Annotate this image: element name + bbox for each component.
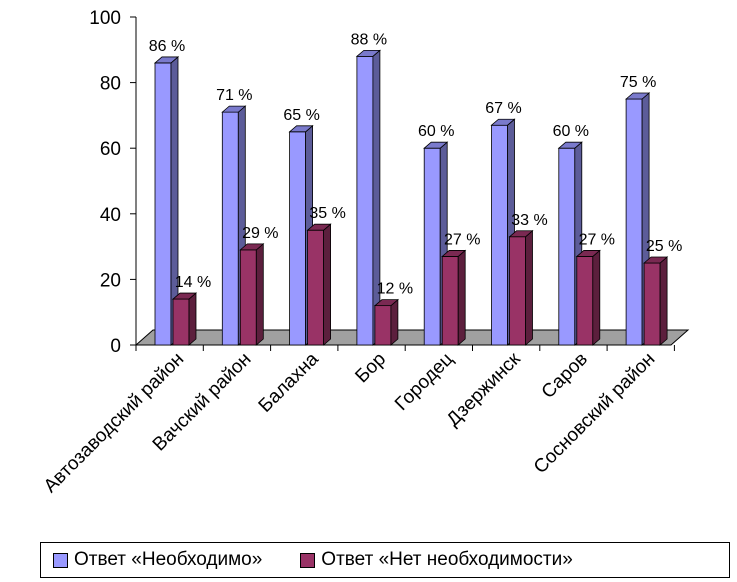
legend-swatch-not-necessary [300, 552, 316, 568]
y-tick-label: 0 [110, 336, 121, 357]
bar-top [355, 49, 381, 57]
data-label: 14 % [175, 274, 211, 291]
bar-side [188, 292, 197, 346]
data-label: 67 % [485, 100, 521, 117]
x-category-label: Городец [391, 349, 457, 415]
bar-front [576, 256, 594, 346]
bar-not-necessary [306, 223, 332, 346]
bar-top [490, 118, 516, 126]
y-tick-label: 20 [100, 270, 121, 291]
bar-front [558, 147, 576, 346]
bar-top [575, 250, 601, 257]
bar-front [307, 229, 325, 346]
legend-label-not-necessary: Ответ «Нет необходимости» [321, 549, 573, 570]
x-category-label: Дзержинск [443, 348, 525, 430]
chart-floor [134, 329, 690, 346]
bar-necessary [153, 56, 180, 346]
y-tick-label: 40 [100, 205, 121, 226]
bar-front [172, 298, 190, 346]
data-label: 88 % [351, 31, 387, 48]
bar-front [356, 55, 374, 346]
data-label: 35 % [309, 205, 345, 222]
bar-side [457, 249, 466, 346]
bar-top [153, 56, 180, 64]
data-label: 65 % [283, 107, 319, 124]
bar-top [441, 250, 467, 257]
bar-front [239, 249, 257, 346]
bar-front [221, 111, 239, 346]
bar-top [643, 256, 669, 264]
y-tick-label: 60 [100, 139, 121, 160]
bar-top [625, 92, 651, 100]
data-label: 60 % [553, 123, 589, 140]
data-label: 27 % [444, 231, 480, 248]
bar-not-necessary [508, 229, 534, 346]
bar-side [592, 249, 601, 346]
bar-side [525, 229, 533, 346]
bar-top [239, 243, 265, 251]
bar-front [441, 256, 459, 346]
data-label: 86 % [149, 38, 185, 55]
bar-top [171, 292, 198, 300]
bar-necessary [490, 118, 516, 346]
bar-top [288, 125, 314, 133]
bar-not-necessary [643, 256, 669, 346]
bar-top [557, 141, 583, 149]
bar-front [509, 236, 526, 346]
bar-top [373, 299, 399, 307]
data-label: 25 % [646, 238, 682, 255]
bar-top [508, 230, 534, 238]
data-label: 27 % [579, 231, 615, 248]
bar-not-necessary [575, 249, 601, 346]
x-category-label: Балахна [255, 348, 323, 416]
data-label: 71 % [216, 87, 252, 104]
bar-front [374, 305, 392, 346]
data-label: 12 % [377, 281, 413, 298]
bar-not-necessary [239, 243, 265, 346]
bar-side [323, 223, 332, 346]
bar-top [306, 223, 332, 231]
bar-side [255, 243, 264, 346]
bar-side [390, 298, 399, 346]
x-category-label: Саров [538, 349, 592, 403]
data-label: 29 % [242, 225, 278, 242]
bar-front [491, 124, 508, 346]
x-category-label: Сосновский район [530, 349, 659, 478]
bar-top [423, 141, 449, 149]
bar-front [625, 98, 643, 346]
data-label: 60 % [418, 123, 454, 140]
bar-side [659, 256, 668, 346]
data-label: 75 % [620, 74, 656, 91]
legend-swatch-necessary [53, 552, 68, 568]
bar-not-necessary [373, 298, 399, 346]
legend-item-necessary: Ответ «Необходимо» [53, 549, 262, 571]
x-category-label: Бор [351, 349, 390, 388]
legend-item-not-necessary: Ответ «Нет необходимости» [300, 549, 573, 571]
bar-top [221, 105, 247, 113]
bar-side [372, 49, 381, 346]
bar-not-necessary [441, 249, 467, 346]
y-tick-label: 100 [89, 8, 121, 29]
legend-label-necessary: Ответ «Необходимо» [74, 549, 263, 570]
bar-necessary [355, 49, 381, 346]
bar-front [289, 131, 307, 346]
data-label: 33 % [511, 212, 547, 229]
chart-legend: Ответ «Необходимо» Ответ «Нет необходимо… [40, 542, 730, 578]
bar-front [643, 262, 661, 346]
bar-front [154, 62, 172, 346]
y-tick-label: 80 [100, 74, 121, 95]
bar-front [423, 147, 441, 346]
bar-not-necessary [171, 292, 198, 346]
